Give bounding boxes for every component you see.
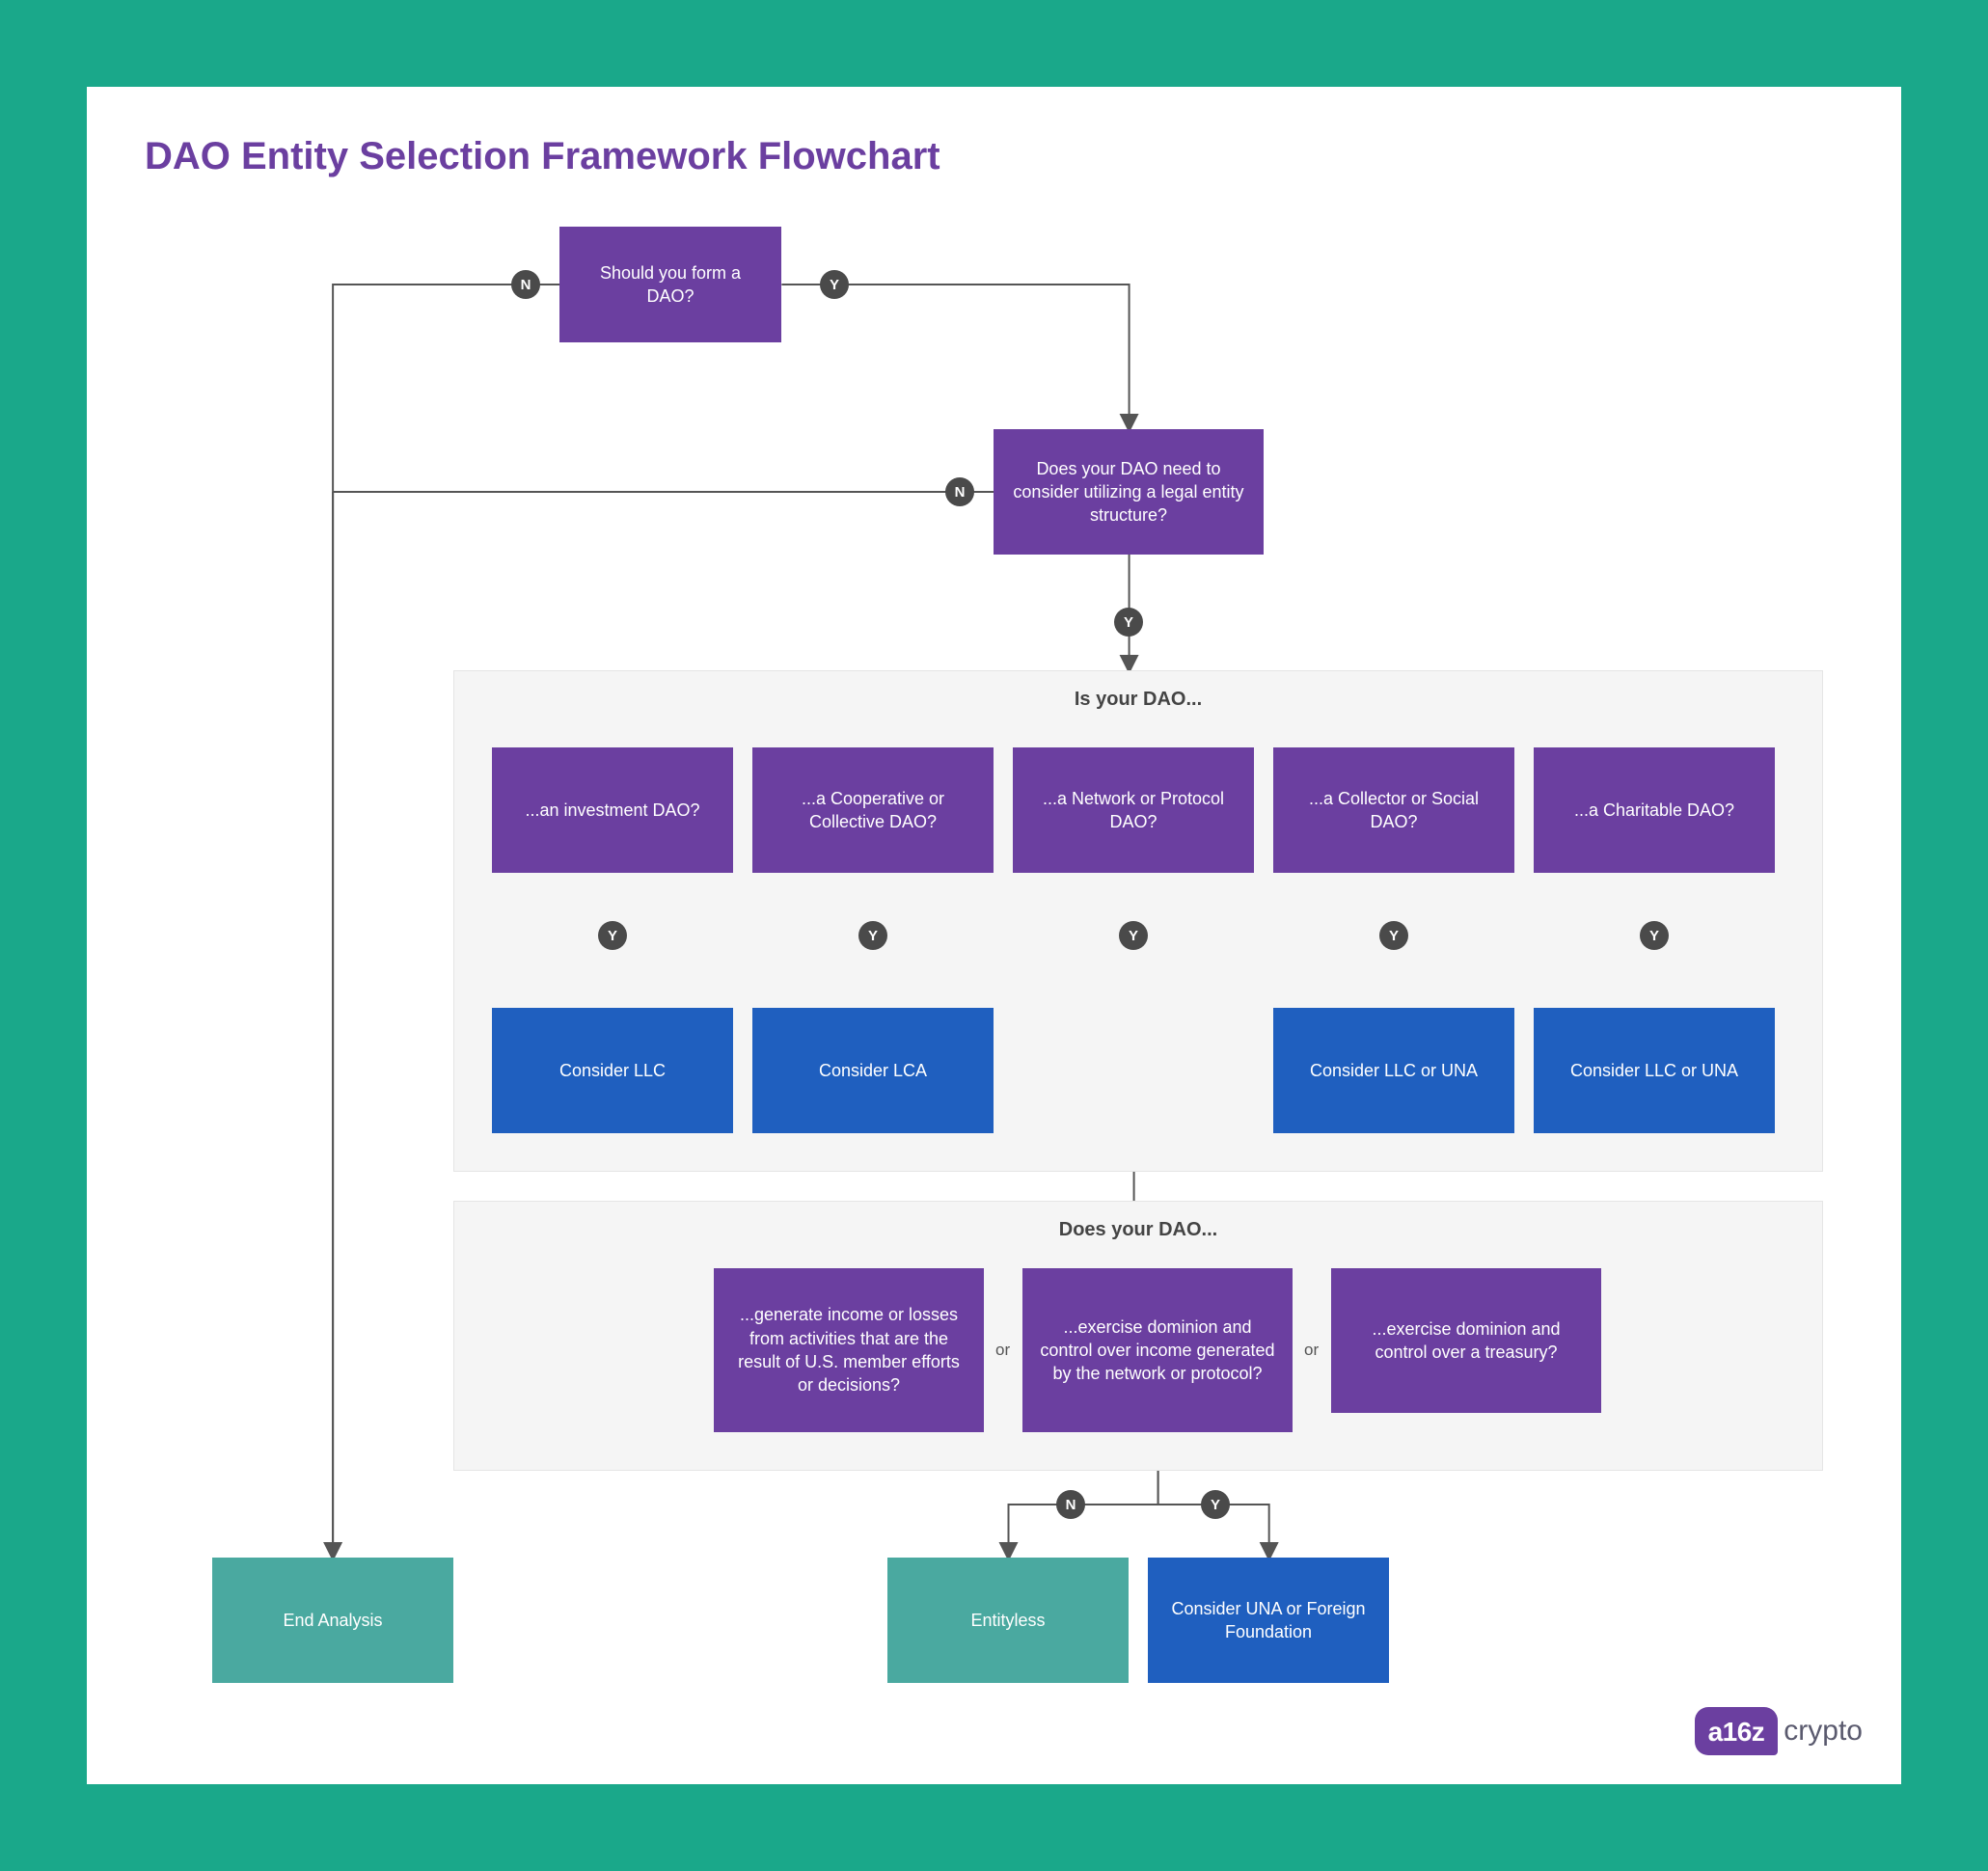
outer-frame: DAO Entity Selection Framework Flowchart… bbox=[0, 0, 1988, 1871]
panel-doesyour-title: Does your DAO... bbox=[454, 1219, 1822, 1241]
n-una: Consider UNA or Foreign Foundation bbox=[1148, 1558, 1389, 1683]
p-coop-y: Y bbox=[858, 921, 887, 950]
p-char-y: Y bbox=[1640, 921, 1669, 950]
p-coll-y: Y bbox=[1379, 921, 1408, 950]
logo-badge: a16z bbox=[1695, 1707, 1779, 1755]
n-coll: ...a Collector or Social DAO? bbox=[1273, 747, 1514, 873]
n-coop: ...a Cooperative or Collective DAO? bbox=[752, 747, 994, 873]
n-end: End Analysis bbox=[212, 1558, 453, 1683]
n-char: ...a Charitable DAO? bbox=[1534, 747, 1775, 873]
p-dom-y: Y bbox=[1201, 1490, 1230, 1519]
n-tre: ...exercise dominion and control over a … bbox=[1331, 1268, 1601, 1413]
logo-text: crypto bbox=[1784, 1715, 1863, 1748]
sheet: DAO Entity Selection Framework Flowchart… bbox=[87, 87, 1901, 1784]
p-form-y: Y bbox=[820, 270, 849, 299]
brand-logo: a16z crypto bbox=[1695, 1707, 1863, 1755]
p-dom-n: N bbox=[1056, 1490, 1085, 1519]
panel-isyour-title: Is your DAO... bbox=[454, 689, 1822, 711]
n-lca: Consider LCA bbox=[752, 1008, 994, 1133]
n-legal: Does your DAO need to consider utilizing… bbox=[994, 429, 1264, 555]
p-legal-n: N bbox=[945, 477, 974, 506]
n-gen: ...generate income or losses from activi… bbox=[714, 1268, 984, 1432]
n-ent: Entityless bbox=[887, 1558, 1129, 1683]
n-llcuna2: Consider LLC or UNA bbox=[1534, 1008, 1775, 1133]
n-net: ...a Network or Protocol DAO? bbox=[1013, 747, 1254, 873]
p-inv-y: Y bbox=[598, 921, 627, 950]
p-form-n: N bbox=[511, 270, 540, 299]
n-dom: ...exercise dominion and control over in… bbox=[1022, 1268, 1293, 1432]
n-inv: ...an investment DAO? bbox=[492, 747, 733, 873]
flowchart-canvas: Is your DAO... Does your DAO... Should you… bbox=[145, 207, 1843, 1731]
p-legal-y: Y bbox=[1114, 608, 1143, 637]
n-llc: Consider LLC bbox=[492, 1008, 733, 1133]
n-llcuna1: Consider LLC or UNA bbox=[1273, 1008, 1514, 1133]
page-title: DAO Entity Selection Framework Flowchart bbox=[145, 135, 1843, 178]
p-net-y: Y bbox=[1119, 921, 1148, 950]
or-label: or bbox=[1304, 1341, 1319, 1360]
n-form: Should you form a DAO? bbox=[559, 227, 781, 342]
or-label: or bbox=[995, 1341, 1010, 1360]
